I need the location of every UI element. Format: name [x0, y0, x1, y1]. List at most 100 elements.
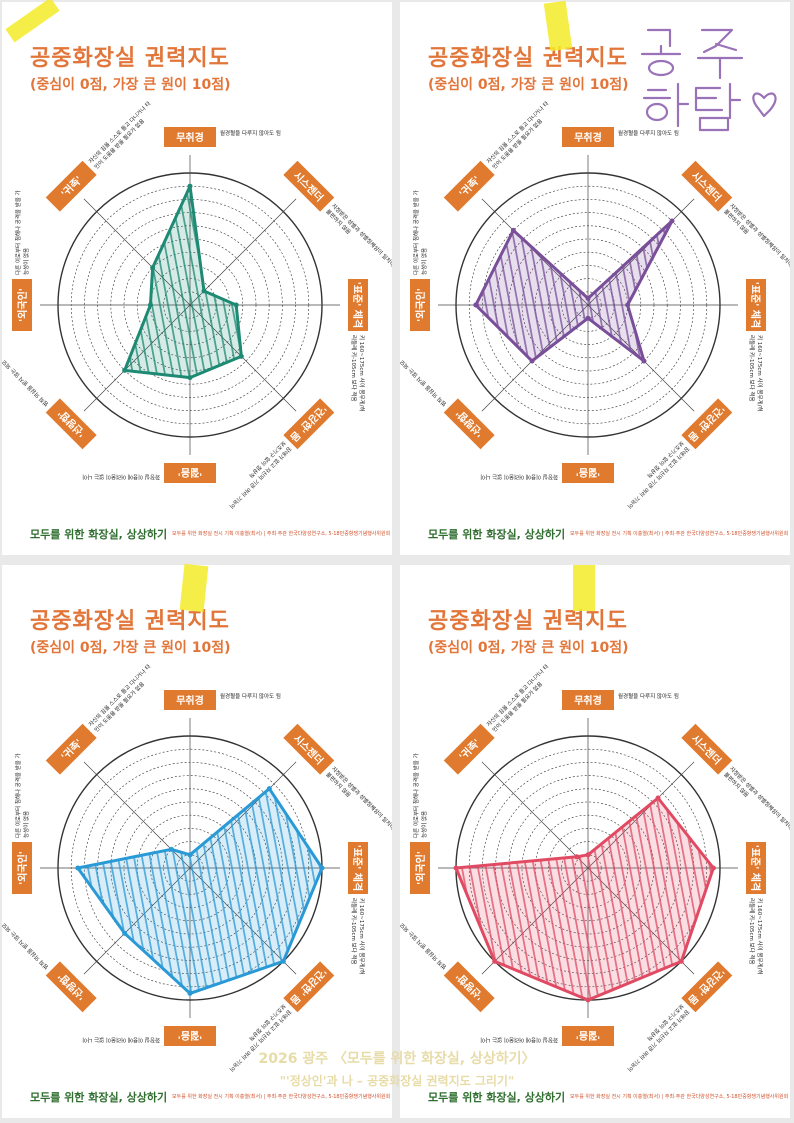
axis-description: 범죄 의심을 받지 않는 외모 — [2, 358, 50, 408]
axis-label-box — [164, 463, 216, 483]
series-point — [238, 353, 244, 359]
series-point — [585, 997, 591, 1003]
sheet-title: 공중화장실 권력지도 — [428, 46, 628, 71]
series-point — [187, 183, 193, 189]
axis-description: 범죄 의심을 받지 않는 외모 — [400, 921, 448, 971]
axis-label: 무취경 — [176, 131, 204, 144]
series-point — [122, 930, 128, 936]
axis-description: 화장실 이용에 어려움이 없는 나이 — [82, 1036, 160, 1044]
axis-label-box — [164, 1026, 216, 1046]
footer-credits: 모두를 위한 화장실 전시 기획 이충열(최서) | 주최·주관 한국다양성연구… — [172, 1094, 391, 1100]
series-point — [529, 358, 535, 364]
axis-label: '젊음' — [576, 466, 601, 478]
axis-label: '젊음' — [178, 466, 203, 478]
axis-description: 월경혈을 다루지 않아도 됨 — [618, 129, 679, 137]
series-point — [492, 958, 498, 964]
series-point — [625, 302, 631, 308]
axis-label: '젊음' — [178, 1029, 203, 1041]
axis-spoke — [83, 304, 191, 412]
axis-description: 장애가 없고 자신의 기관 여러 기능이 — [626, 445, 692, 511]
series-point — [168, 846, 174, 852]
sheet-top-left: 공중화장실 권력지도 (중심이 0점, 가장 큰 원이 10점) 무취경 월경혈을… — [2, 2, 392, 555]
axis-label-group: '젊음' 화장실 이용에 어려움이 없는 나이 — [480, 463, 614, 483]
axis-spoke — [481, 867, 589, 975]
sheet-bottom-right: 공중화장실 권력지도 (중심이 0점, 가장 큰 원이 10점) 무취경 월경혈을… — [400, 565, 790, 1118]
axis-description: 자신의 짐을 스스로 들고 다니거나 타 — [485, 99, 551, 165]
axis-spoke — [189, 198, 297, 306]
axis-description: 키 160~175cm 사이 몸무게/허 — [756, 898, 764, 975]
series-point — [585, 295, 591, 301]
axis-label-group: 무취경 월경혈을 다루지 않아도 됨 — [562, 127, 679, 147]
axis-label: '외국인' — [414, 288, 427, 322]
axis-description: 인이 도움을 받을 필요가 없음 — [92, 117, 146, 171]
series-point — [473, 302, 479, 308]
series-point — [585, 315, 591, 321]
axis-label-group: '외국인' 다른 이로부터 침해나 공격을 받을 가 능성이 없음 — [410, 753, 430, 894]
series-point — [233, 302, 239, 308]
axis-label: 무취경 — [574, 131, 602, 144]
axis-description: 범죄 의심을 받지 않는 외모 — [400, 358, 448, 408]
axis-label: '외국인' — [414, 851, 427, 885]
axis-label-box — [283, 961, 335, 1013]
axis-label-box — [562, 1026, 614, 1046]
series-point — [75, 865, 81, 871]
axis-label-group: '선량함'범죄 의심을 받지 않는 외모 — [2, 358, 97, 450]
axis-label: 무취경 — [176, 694, 204, 707]
sheet-subtitle: (중심이 0점, 가장 큰 원이 10점) — [428, 77, 629, 93]
axis-label-group: '젊음' 화장실 이용에 어려움이 없는 나이 — [82, 463, 216, 483]
axis-label-group: '선량함'범죄 의심을 받지 않는 외모 — [400, 358, 495, 450]
series-point — [585, 852, 591, 858]
axis-label-box — [562, 690, 614, 710]
series-point — [122, 367, 128, 373]
axis-spoke — [189, 867, 297, 975]
axis-label: '표준' 체격 — [749, 845, 762, 891]
axis-description: 다른 이로부터 침해나 공격을 받을 가 — [412, 753, 420, 838]
axis-description: 화장실 이용에 어려움이 없는 나이 — [82, 473, 160, 481]
series-point — [710, 865, 716, 871]
axis-label-box — [410, 279, 430, 331]
axis-label: '외국인' — [16, 288, 29, 322]
series-point — [150, 265, 156, 271]
axis-description: 리둘레 키-105cm 보다 적음 — [748, 898, 756, 965]
series-point — [574, 854, 580, 860]
axis-label-box — [164, 690, 216, 710]
axis-description: 리둘레 키-105cm 보다 적음 — [350, 335, 358, 402]
axis-label: '젊음' — [576, 1029, 601, 1041]
axis-description: 인이 도움을 받을 필요가 없음 — [92, 680, 146, 734]
axis-label-group: '젊음' 화장실 이용에 어려움이 없는 나이 — [82, 1026, 216, 1046]
axis-description: 능성이 없음 — [22, 811, 30, 838]
axis-description: 자신의 짐을 스스로 들고 다니거나 타 — [485, 662, 551, 728]
axis-description: 능성이 없음 — [420, 811, 428, 838]
axis-label-box — [562, 127, 614, 147]
axis-label-box — [410, 842, 430, 894]
axis-description: 월경혈을 다루지 않아도 됨 — [618, 692, 679, 700]
axis-description: 다른 이로부터 침해나 공격을 받을 가 — [14, 190, 22, 275]
axis-label-box — [746, 279, 766, 331]
tape-strip — [179, 563, 209, 613]
footer-brand: 모두를 위한 화장실, 상상하기 — [30, 1091, 168, 1104]
sheet-bottom-left: 공중화장실 권력지도 (중심이 0점, 가장 큰 원이 10점) 무취경 월경혈을… — [2, 565, 392, 1118]
axis-spoke — [481, 761, 589, 869]
axis-label-box — [443, 723, 495, 775]
axis-label-group: '귀족'자신의 짐을 스스로 들고 다니거나 타인이 도움을 받을 필요가 없음 — [45, 662, 152, 775]
axis-description: 월경혈을 다루지 않아도 됨 — [220, 129, 281, 137]
footer-brand: 모두를 위한 화장실, 상상하기 — [428, 528, 566, 541]
caption-line-2: "'정상인'과 나 – 공중화장실 권력지도 그리기" — [279, 1074, 515, 1088]
tape-strip — [573, 565, 595, 611]
axis-label-box — [283, 160, 335, 212]
series-point — [187, 375, 193, 381]
axis-description: 능성이 없음 — [420, 248, 428, 275]
axis-label-box — [45, 961, 97, 1013]
axis-description: 지정받은 성별과 성별정체성이 일치하고 — [728, 202, 790, 272]
series-point — [510, 227, 516, 233]
axis-label: '표준' 체격 — [351, 845, 364, 891]
axis-label-group: '귀족'자신의 짐을 스스로 들고 다니거나 타인이 도움을 받을 필요가 없음 — [443, 662, 551, 775]
sheet-title: 공중화장실 권력지도 — [30, 609, 230, 634]
axis-label-box — [45, 723, 97, 775]
